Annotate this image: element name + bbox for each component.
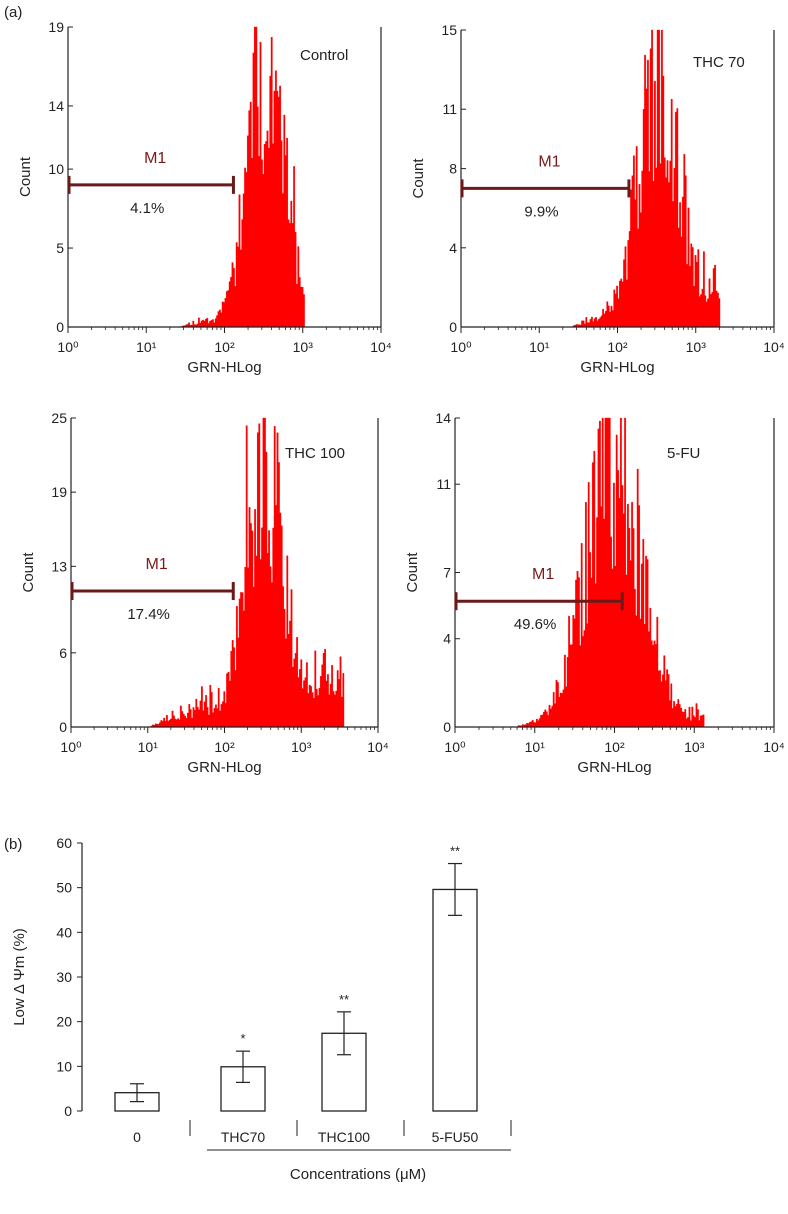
histogram-title: Control bbox=[300, 47, 348, 64]
y-tick-label: 13 bbox=[51, 558, 67, 574]
x-tick-label: 10³ bbox=[293, 339, 314, 355]
m1-marker-label: M1 bbox=[538, 153, 560, 170]
x-tick-label: 10¹ bbox=[529, 339, 550, 355]
panel-label-b: (b) bbox=[4, 836, 22, 853]
bar-y-tick-label: 20 bbox=[56, 1014, 72, 1030]
x-tick-label: 10⁰ bbox=[57, 339, 79, 355]
bar-category-label-1: THC70 bbox=[221, 1129, 266, 1145]
x-axis-title: GRN-HLog bbox=[580, 359, 654, 376]
bar-y-tick-label: 30 bbox=[56, 969, 72, 985]
significance-mark-3: ** bbox=[450, 844, 460, 859]
y-tick-label: 4 bbox=[449, 240, 457, 256]
x-tick-label: 10⁰ bbox=[60, 739, 82, 755]
x-tick-label: 10¹ bbox=[136, 339, 157, 355]
x-tick-label: 10³ bbox=[684, 739, 705, 755]
x-tick-label: 10² bbox=[214, 739, 235, 755]
bar-3 bbox=[432, 888, 478, 1112]
y-axis-title: Count bbox=[17, 156, 34, 197]
m1-marker-percent: 4.1% bbox=[130, 200, 164, 217]
y-tick-label: 25 bbox=[51, 410, 67, 426]
m1-marker-label: M1 bbox=[144, 150, 166, 167]
x-tick-label: 10² bbox=[607, 339, 628, 355]
y-tick-label: 4 bbox=[443, 631, 451, 647]
bar-y-tick-label: 10 bbox=[56, 1058, 72, 1074]
bar-chart-panel: 0 10 20 30 40 50 60 Low Δ Ψm (%) 0 * THC70 ** THC100… bbox=[11, 835, 512, 1183]
y-axis-title: Count bbox=[404, 552, 421, 593]
y-tick-label: 6 bbox=[59, 645, 67, 661]
y-tick-label: 14 bbox=[435, 410, 451, 426]
histogram-title: THC 100 bbox=[285, 445, 345, 462]
m1-marker-label: M1 bbox=[532, 566, 554, 583]
x-tick-label: 10¹ bbox=[138, 739, 159, 755]
x-tick-label: 10⁴ bbox=[763, 339, 785, 355]
y-tick-label: 11 bbox=[442, 101, 457, 117]
m1-marker-percent: 49.6% bbox=[514, 616, 557, 633]
significance-mark-1: * bbox=[240, 1031, 245, 1046]
bar-y-tick-label: 40 bbox=[56, 924, 72, 940]
histogram-bins bbox=[181, 26, 305, 328]
x-axis-title: GRN-HLog bbox=[577, 759, 651, 776]
x-tick-label: 10¹ bbox=[525, 739, 546, 755]
x-tick-label: 10² bbox=[604, 739, 625, 755]
histogram-bins bbox=[517, 417, 705, 728]
x-tick-label: 10⁴ bbox=[367, 739, 389, 755]
m1-marker-percent: 9.9% bbox=[524, 203, 558, 220]
x-tick-label: 10³ bbox=[291, 739, 312, 755]
y-tick-label: 0 bbox=[449, 319, 457, 335]
x-axis-title: GRN-HLog bbox=[187, 759, 261, 776]
histogram-panel-2: 0 4 8 11 15 10⁰ 10¹ 10² 10³ 10⁴ GRN-HLog Count THC 7… bbox=[410, 22, 785, 376]
y-tick-label: 7 bbox=[443, 565, 451, 581]
bar-y-tick-label: 60 bbox=[56, 835, 72, 851]
histogram-title: THC 70 bbox=[693, 54, 745, 71]
y-tick-label: 5 bbox=[56, 240, 64, 256]
x-tick-label: 10² bbox=[214, 339, 235, 355]
bar-y-axis-title: Low Δ Ψm (%) bbox=[11, 928, 28, 1026]
significance-mark-2: ** bbox=[339, 992, 349, 1007]
bar-category-label-2: THC100 bbox=[318, 1129, 370, 1145]
y-tick-label: 19 bbox=[48, 19, 64, 35]
m1-marker-percent: 17.4% bbox=[127, 606, 170, 623]
y-tick-label: 11 bbox=[436, 476, 451, 492]
y-tick-label: 15 bbox=[441, 22, 457, 38]
y-axis-title: Count bbox=[410, 158, 427, 199]
x-tick-label: 10⁰ bbox=[444, 739, 466, 755]
histogram-panel-1: 0 5 10 14 19 10⁰ 10¹ 10² 10³ 10⁴ GRN-HLog Count Cont… bbox=[17, 19, 392, 376]
y-tick-label: 0 bbox=[443, 719, 451, 735]
histogram-panels: 0 5 10 14 19 10⁰ 10¹ 10² 10³ 10⁴ GRN-HLog Count Cont… bbox=[17, 19, 785, 776]
bar-x-axis-title: Concentrations (μM) bbox=[290, 1166, 426, 1183]
x-tick-label: 10⁴ bbox=[763, 739, 785, 755]
histogram-panel-3: 0 6 13 19 25 10⁰ 10¹ 10² 10³ 10⁴ GRN-HLog Count THC … bbox=[20, 410, 389, 776]
y-tick-label: 10 bbox=[48, 161, 64, 177]
x-tick-label: 10⁴ bbox=[370, 339, 392, 355]
histogram-panel-4: 0 4 7 11 14 10⁰ 10¹ 10² 10³ 10⁴ GRN-HLog Count 5-FU M… bbox=[404, 410, 785, 776]
y-tick-label: 0 bbox=[59, 719, 67, 735]
histogram-bins bbox=[150, 417, 345, 728]
histogram-bins bbox=[572, 29, 721, 328]
x-tick-label: 10⁰ bbox=[450, 339, 472, 355]
y-tick-label: 8 bbox=[449, 161, 457, 177]
bar-y-tick-label: 0 bbox=[64, 1103, 72, 1119]
panel-label-a: (a) bbox=[4, 4, 22, 21]
x-axis-title: GRN-HLog bbox=[187, 359, 261, 376]
y-tick-label: 19 bbox=[51, 484, 67, 500]
y-tick-label: 0 bbox=[56, 319, 64, 335]
m1-marker-label: M1 bbox=[146, 556, 168, 573]
histogram-title: 5-FU bbox=[667, 445, 700, 462]
y-tick-label: 14 bbox=[48, 98, 64, 114]
bar-category-label-3: 5-FU50 bbox=[432, 1129, 479, 1145]
bar-category-label-0: 0 bbox=[133, 1129, 141, 1145]
x-tick-label: 10³ bbox=[686, 339, 707, 355]
bar-y-tick-label: 50 bbox=[56, 880, 72, 896]
y-axis-title: Count bbox=[20, 552, 37, 593]
